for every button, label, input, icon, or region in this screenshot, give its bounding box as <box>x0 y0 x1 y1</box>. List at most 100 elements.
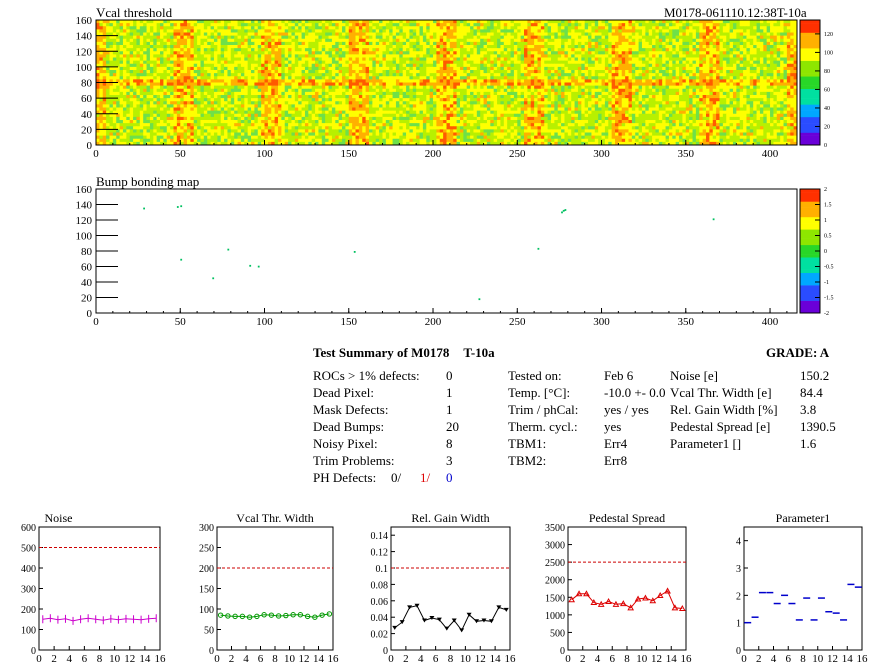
heatmap-cell <box>550 73 555 77</box>
heatmap-cell <box>133 35 137 40</box>
heatmap-cell <box>368 88 373 93</box>
heatmap-cell <box>679 63 683 68</box>
heatmap-cell <box>318 41 323 46</box>
heatmap-cell <box>780 60 784 65</box>
heatmap-cell <box>692 76 697 80</box>
heatmap-cell <box>335 85 340 90</box>
heatmap-cell <box>561 48 565 52</box>
heatmap-cell <box>598 23 602 27</box>
heatmap-cell <box>709 91 714 96</box>
heatmap-cell <box>662 57 666 62</box>
heatmap-cell <box>776 73 781 77</box>
heatmap-cell <box>456 57 461 62</box>
heatmap-cell <box>780 85 784 90</box>
heatmap-cell <box>675 85 680 90</box>
heatmap-cell <box>510 41 515 46</box>
heatmap-cell <box>722 51 727 55</box>
heatmap-cell <box>726 60 730 65</box>
heatmap-cell <box>780 79 784 83</box>
heatmap-cell <box>598 38 602 43</box>
heatmap-cell <box>368 66 373 71</box>
heatmap-cell <box>335 57 340 62</box>
heatmap-cell <box>689 38 693 43</box>
heatmap-cell <box>520 76 525 80</box>
heatmap-cell <box>685 23 690 27</box>
heatmap-cell <box>749 48 754 52</box>
heatmap-cell <box>143 88 147 93</box>
heatmap-cell <box>679 76 683 80</box>
heatmap-cell <box>524 63 528 68</box>
heatmap-cell <box>187 79 191 83</box>
heatmap-cell <box>355 48 360 52</box>
heatmap-cell <box>638 51 643 55</box>
heatmap-cell <box>517 45 522 49</box>
heatmap-cell <box>480 63 484 68</box>
heatmap-cell <box>257 54 262 58</box>
heatmap-cell <box>743 29 747 33</box>
heatmap-cell <box>692 54 697 58</box>
heatmap-cell <box>497 45 501 49</box>
heatmap-cell <box>554 57 559 62</box>
heatmap-cell <box>237 85 242 90</box>
heatmap-cell <box>106 32 110 37</box>
heatmap-cell <box>122 48 127 52</box>
heatmap-cell <box>739 41 744 46</box>
heatmap-cell <box>146 63 151 68</box>
heatmap-cell <box>604 73 609 77</box>
heatmap-cell <box>645 88 650 93</box>
heatmap-cell <box>598 79 602 83</box>
heatmap-cell <box>109 45 114 49</box>
heatmap-cell <box>385 26 390 30</box>
heatmap-cell <box>419 23 424 27</box>
heatmap-cell <box>641 66 646 71</box>
heatmap-cell <box>240 45 245 49</box>
heatmap-cell <box>112 95 117 99</box>
heatmap-cell <box>621 57 626 62</box>
heatmap-cell <box>598 73 602 77</box>
heatmap-cell <box>473 85 478 90</box>
heatmap-cell <box>395 48 400 52</box>
heatmap-cell <box>213 41 218 46</box>
heatmap-cell <box>783 41 788 46</box>
heatmap-cell <box>790 91 795 96</box>
heatmap-cell <box>102 82 107 87</box>
heatmap-cell <box>567 51 572 55</box>
heatmap-cell <box>507 66 511 71</box>
heatmap-cell <box>389 91 393 96</box>
heatmap-cell <box>473 51 478 55</box>
heatmap-cell <box>149 88 154 93</box>
heatmap-cell <box>355 45 360 49</box>
heatmap-cell <box>372 57 377 62</box>
heatmap-cell <box>436 26 441 30</box>
heatmap-cell <box>277 32 282 37</box>
heatmap-cell <box>564 20 569 24</box>
heatmap-cell <box>706 85 710 90</box>
heatmap-cell <box>264 88 269 93</box>
heatmap-cell <box>294 51 299 55</box>
heatmap-cell <box>345 60 350 65</box>
heatmap-cell <box>395 57 400 62</box>
heatmap-cell <box>143 54 147 58</box>
heatmap-cell <box>507 82 511 87</box>
heatmap-cell <box>227 82 232 87</box>
heatmap-cell <box>608 82 613 87</box>
heatmap-cell <box>618 91 623 96</box>
heatmap-cell <box>692 38 697 43</box>
heatmap-cell <box>480 76 484 80</box>
heatmap-cell <box>244 41 249 46</box>
heatmap-cell <box>493 73 498 77</box>
heatmap-cell <box>240 26 245 30</box>
heatmap-cell <box>227 57 232 62</box>
heatmap-cell <box>517 70 522 74</box>
heatmap-cell <box>328 73 333 77</box>
heatmap-cell <box>753 20 757 24</box>
heatmap-cell <box>170 29 174 33</box>
heatmap-cell <box>564 76 569 80</box>
heatmap-cell <box>756 85 761 90</box>
heatmap-cell <box>729 85 734 90</box>
heatmap-cell <box>793 41 798 46</box>
heatmap-cell <box>436 35 441 40</box>
heatmap-cell <box>567 54 572 58</box>
heatmap-cell <box>577 41 582 46</box>
heatmap-cell <box>739 60 744 65</box>
